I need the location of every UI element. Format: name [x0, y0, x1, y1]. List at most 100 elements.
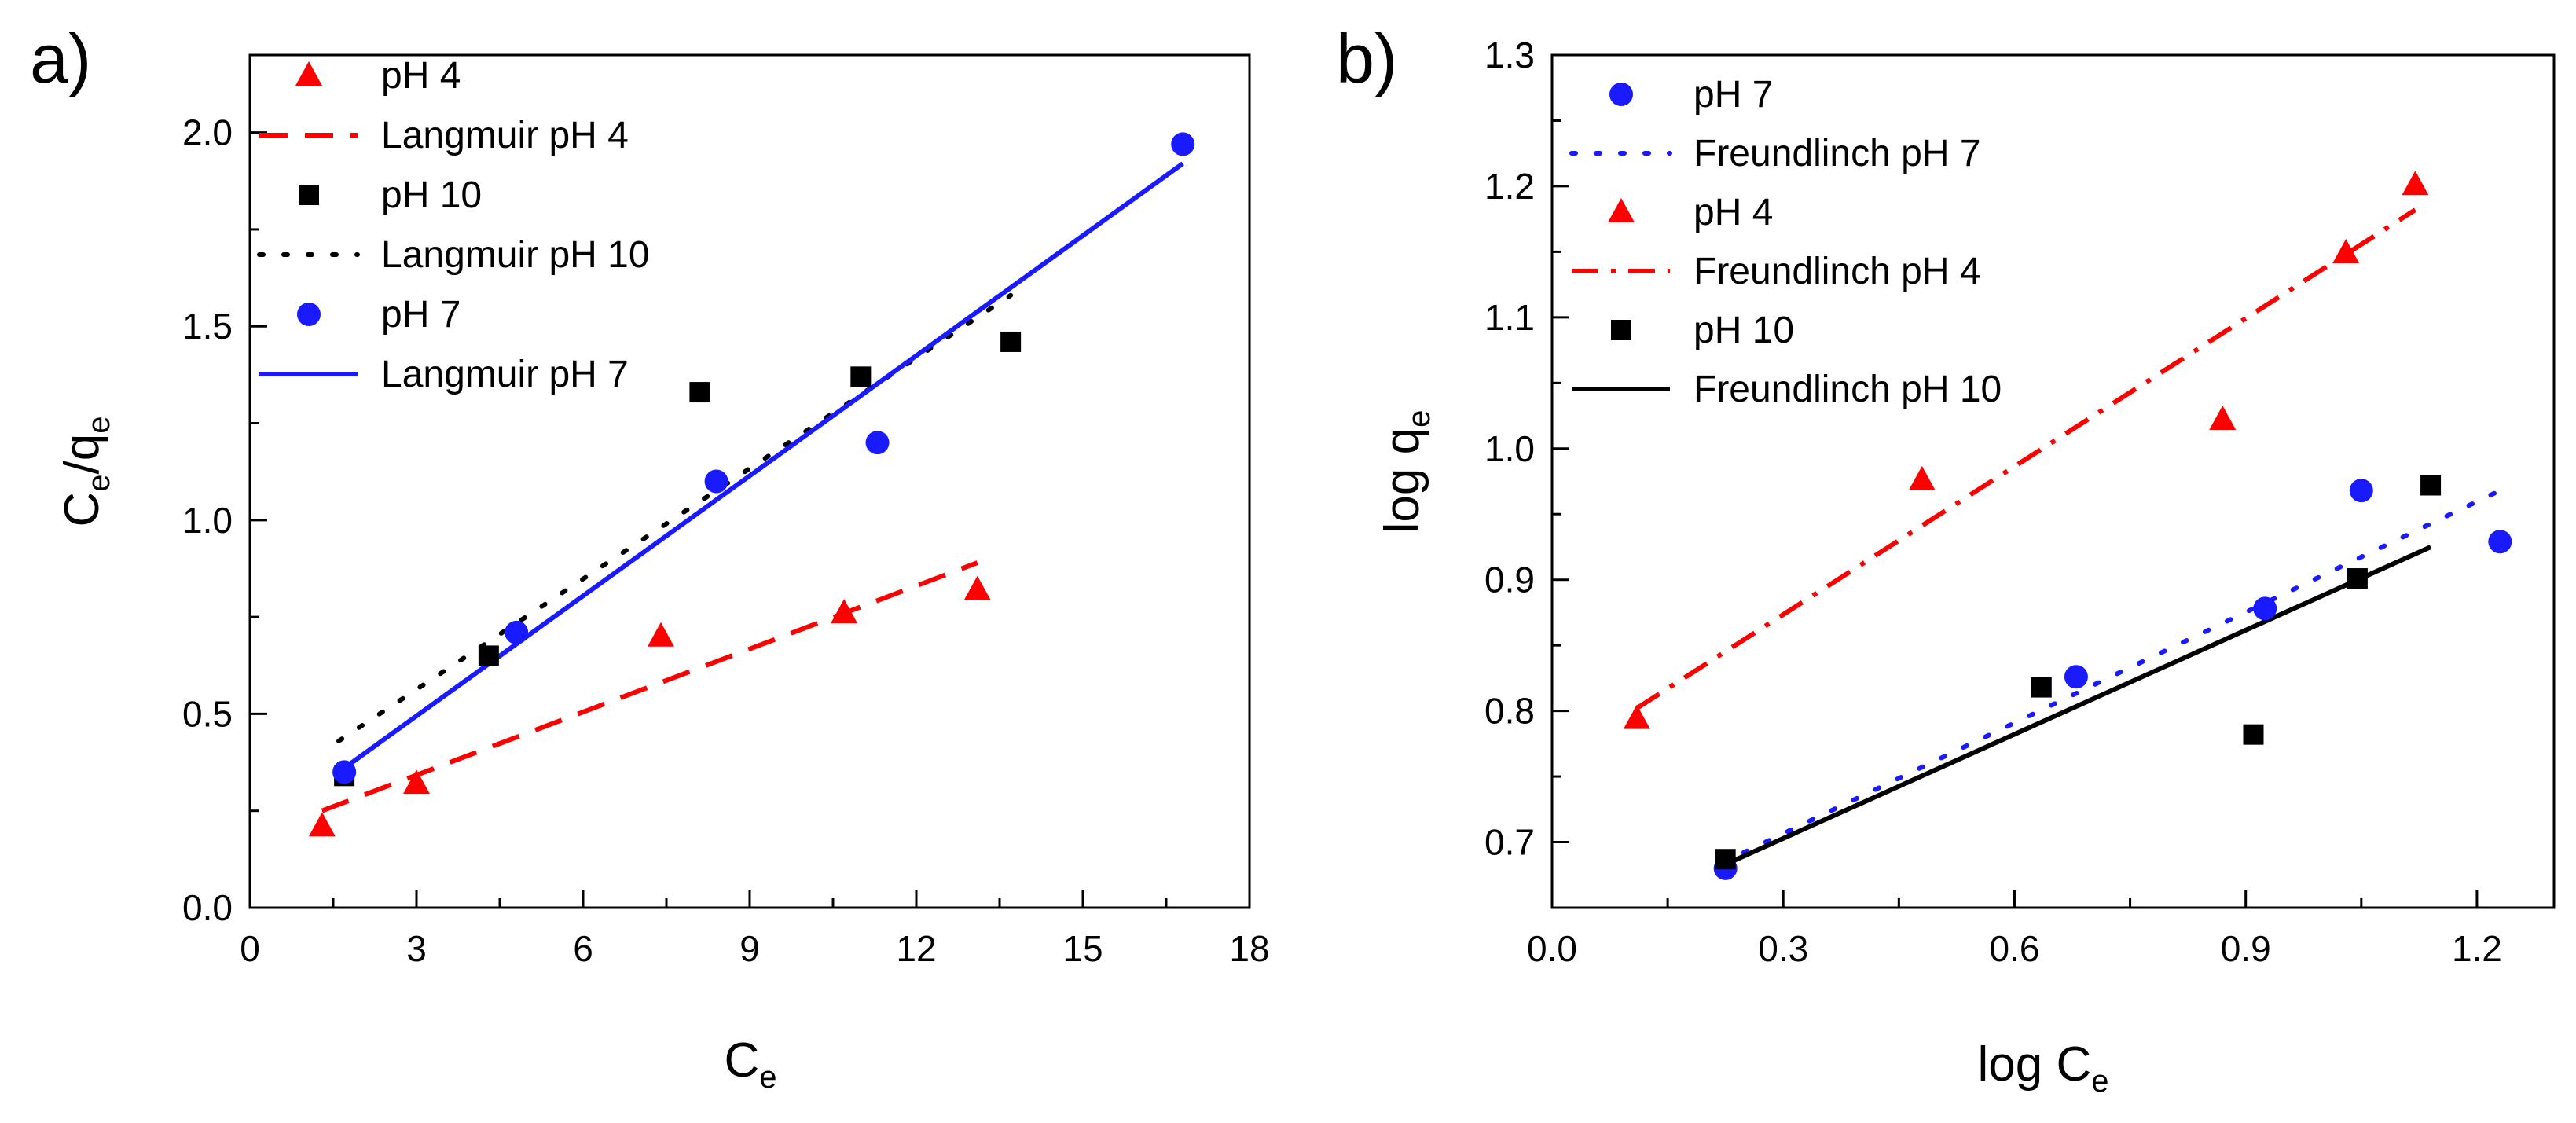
data-point	[2488, 530, 2512, 554]
legend-item: Freundlinch pH 7	[1569, 133, 1981, 174]
data-point	[2253, 596, 2277, 621]
data-point	[478, 645, 499, 666]
data-point	[2064, 665, 2088, 689]
data-point	[2209, 406, 2237, 431]
x-axis-title-b: log Ce	[1978, 1037, 2109, 1099]
x-tick-label: 0.9	[2221, 928, 2271, 969]
legend-item: pH 10	[1611, 310, 1794, 351]
data-point	[2243, 724, 2264, 745]
data-point	[332, 760, 357, 784]
legend-a: pH 4 Langmuir pH 4 pH 10 Langmuir pH 10 pH 7…	[257, 55, 650, 395]
series-ph-10	[334, 331, 1022, 787]
legend-marker	[1609, 83, 1633, 106]
legend-item: Langmuir pH 7	[259, 354, 629, 395]
x-tick-label: 15	[1062, 928, 1103, 969]
plot-frame	[1550, 53, 2556, 909]
data-point	[2420, 475, 2442, 496]
x-tick-label: 9	[739, 928, 760, 969]
data-point	[1715, 849, 1736, 870]
legend-item: Langmuir pH 4	[259, 115, 629, 156]
y-tick-label: 0.8	[1484, 691, 1535, 732]
y-tick-label: 1.1	[1484, 297, 1535, 338]
data-point	[2349, 479, 2373, 503]
legend-marker	[297, 303, 321, 326]
plot-b: 0.0 0.3 0.6 0.9 1.2 0.7 0.8 0.9 1.0 1.1 1.2 1.3	[1484, 35, 2556, 969]
y-tick-label: 0.5	[182, 693, 233, 734]
legend-marker	[295, 61, 322, 86]
data-point	[308, 812, 336, 837]
legend-label: Langmuir pH 7	[381, 354, 629, 395]
legend-item: Freundlinch pH 10	[1572, 369, 2002, 410]
y-tick-label: 1.2	[1484, 166, 1535, 207]
fit-line-langmuir-ph-4	[321, 560, 978, 813]
x-tick-label: 0.6	[1989, 928, 2039, 969]
data-point	[704, 469, 728, 494]
legend-label: pH 4	[1693, 192, 1773, 233]
legend-marker	[1608, 198, 1635, 222]
legend-label: pH 10	[1693, 310, 1794, 351]
data-point	[403, 769, 430, 795]
y-tick-label: 1.5	[182, 306, 233, 347]
x-tick-label: 0.3	[1758, 928, 1808, 969]
y-axis-title-b: log qe	[1375, 410, 1437, 534]
legend-label: pH 4	[381, 55, 461, 97]
data-point	[865, 431, 890, 455]
panel-b-freundlich: b) 0.0 0.3 0.6 0.9 1.20.70.80.91.01.11.21.3 …	[1336, 20, 2556, 1099]
fit-line-langmuir-ph-7	[337, 161, 1184, 774]
data-point	[647, 622, 674, 647]
y-tick-label: 0.7	[1484, 822, 1535, 863]
legend-marker	[299, 185, 319, 205]
data-point	[505, 620, 529, 644]
legend-label: Freundlinch pH 4	[1693, 251, 1981, 292]
legend-item: pH 4	[1608, 192, 1773, 233]
legend-item: Langmuir pH 10	[257, 234, 650, 276]
panel-b-label: b)	[1336, 20, 1397, 97]
y-tick-label: 1.3	[1484, 35, 1535, 75]
legend-item: pH 7	[297, 294, 461, 336]
y-tick-label: 0.0	[182, 887, 233, 928]
y-axis-title-a: Ce/qe	[55, 417, 116, 527]
x-tick-label: 3	[406, 928, 427, 969]
legend-item: pH 7	[1609, 74, 1773, 116]
legend-label: pH 7	[1693, 74, 1773, 116]
series-ph-7	[1713, 479, 2512, 880]
data-point	[1623, 704, 1650, 729]
y-tick-label: 0.9	[1484, 560, 1535, 600]
legend-label: pH 10	[381, 174, 482, 216]
series-ph-7	[332, 132, 1195, 784]
data-point	[831, 599, 858, 624]
data-point	[2031, 677, 2052, 698]
fit-line-freundlinch-ph-4	[1635, 207, 2417, 710]
series-ph-4	[308, 575, 991, 837]
data-point	[2347, 568, 2368, 589]
plot-a: 0 3 6 9 12 15 18 0.0 0.5 1.0 1.5 2.0	[182, 53, 1270, 969]
x-tick-label: 18	[1229, 928, 1269, 969]
data-point	[850, 366, 872, 387]
legend-item: Freundlinch pH 4	[1572, 251, 1981, 292]
legend-label: Langmuir pH 4	[381, 115, 629, 156]
y-tick-label: 1.0	[1484, 428, 1535, 469]
panel-a-langmuir: a) 0 3 6 9 12 15 18 0.0 0.5 1.0 1.5 2.0 pH 4 Langmui…	[30, 20, 1270, 1095]
x-tick-label: 1.2	[2452, 928, 2502, 969]
data-point	[689, 382, 710, 403]
legend-label: Freundlinch pH 10	[1693, 369, 2002, 410]
legend-b: pH 7 Freundlinch pH 7 pH 4 Freundlinch pH 4…	[1569, 74, 2002, 410]
y-tick-label: 2.0	[182, 112, 233, 153]
data-point	[2402, 171, 2429, 196]
legend-label: Langmuir pH 10	[381, 234, 650, 276]
legend-item: pH 4	[295, 55, 461, 97]
legend-marker	[1611, 320, 1631, 340]
data-point	[1000, 331, 1022, 352]
series-ph-4	[1623, 171, 2429, 729]
data-point	[963, 575, 991, 600]
legend-label: pH 7	[381, 294, 461, 336]
x-tick-label: 6	[573, 928, 593, 969]
x-tick-label: 0	[240, 928, 260, 969]
panel-a-label: a)	[30, 20, 91, 97]
legend-item: pH 10	[299, 174, 482, 216]
data-point	[2332, 239, 2360, 264]
data-point	[1171, 132, 1195, 156]
legend-label: Freundlinch pH 7	[1693, 133, 1981, 174]
fit-line-freundlinch-ph-7	[1719, 488, 2503, 866]
